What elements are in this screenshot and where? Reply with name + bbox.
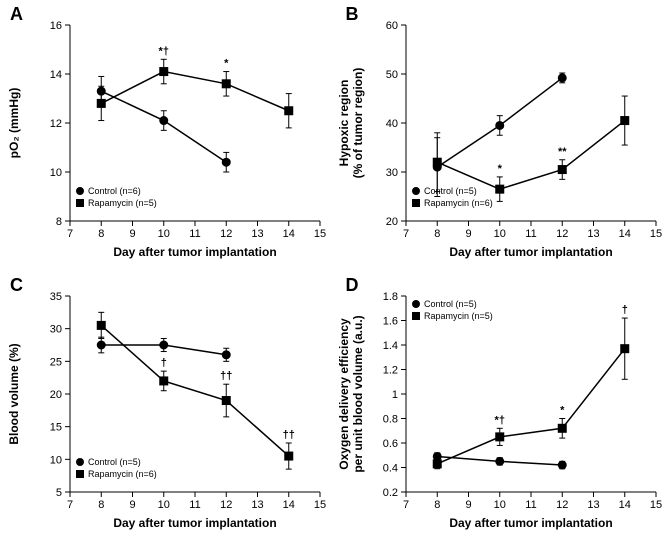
svg-text:*†: *† bbox=[494, 414, 504, 426]
svg-text:10: 10 bbox=[50, 167, 62, 179]
panel-d: D 7891011121314150.20.40.60.811.21.41.61… bbox=[336, 271, 671, 542]
svg-text:Rapamycin (n=5): Rapamycin (n=5) bbox=[88, 198, 157, 208]
svg-text:14: 14 bbox=[283, 499, 295, 511]
svg-text:10: 10 bbox=[493, 499, 505, 511]
svg-text:Control (n=5): Control (n=5) bbox=[424, 299, 477, 309]
svg-text:11: 11 bbox=[525, 499, 536, 511]
svg-text:8: 8 bbox=[56, 216, 62, 228]
svg-text:12: 12 bbox=[220, 499, 232, 511]
chart-grid: A 789101112131415810121416Day after tumo… bbox=[0, 0, 671, 542]
svg-text:1.8: 1.8 bbox=[382, 291, 397, 303]
svg-text:11: 11 bbox=[189, 228, 200, 240]
svg-text:Control (n=5): Control (n=5) bbox=[88, 457, 141, 467]
svg-text:7: 7 bbox=[402, 499, 408, 511]
svg-text:11: 11 bbox=[189, 499, 200, 511]
svg-text:7: 7 bbox=[67, 499, 73, 511]
svg-text:20: 20 bbox=[385, 216, 397, 228]
svg-text:0.8: 0.8 bbox=[382, 414, 397, 426]
svg-text:Rapamycin (n=6): Rapamycin (n=6) bbox=[424, 198, 493, 208]
svg-text:20: 20 bbox=[50, 389, 62, 401]
panel-c: C 7891011121314155101520253035Day after … bbox=[0, 271, 336, 542]
svg-text:Day after tumor implantation: Day after tumor implantation bbox=[449, 516, 612, 530]
svg-text:15: 15 bbox=[649, 499, 661, 511]
svg-text:8: 8 bbox=[434, 499, 440, 511]
svg-text:12: 12 bbox=[556, 228, 568, 240]
svg-text:Day after tumor implantation: Day after tumor implantation bbox=[449, 245, 612, 259]
svg-text:1.2: 1.2 bbox=[382, 365, 397, 377]
svg-text:40: 40 bbox=[385, 118, 397, 130]
svg-text:7: 7 bbox=[67, 228, 73, 240]
svg-text:8: 8 bbox=[98, 228, 104, 240]
svg-text:14: 14 bbox=[618, 499, 630, 511]
svg-text:9: 9 bbox=[129, 228, 135, 240]
svg-text:14: 14 bbox=[50, 69, 62, 81]
svg-text:10: 10 bbox=[493, 228, 505, 240]
svg-text:10: 10 bbox=[158, 228, 170, 240]
svg-text:0.2: 0.2 bbox=[382, 487, 397, 499]
svg-text:0.4: 0.4 bbox=[382, 463, 397, 475]
svg-text:8: 8 bbox=[98, 499, 104, 511]
svg-text:13: 13 bbox=[587, 228, 599, 240]
svg-text:*: * bbox=[497, 163, 502, 175]
svg-text:30: 30 bbox=[50, 324, 62, 336]
svg-text:14: 14 bbox=[283, 228, 295, 240]
svg-text:16: 16 bbox=[50, 20, 62, 32]
svg-text:1.4: 1.4 bbox=[382, 340, 397, 352]
svg-text:7: 7 bbox=[402, 228, 408, 240]
panel-a: A 789101112131415810121416Day after tumo… bbox=[0, 0, 336, 271]
svg-text:11: 11 bbox=[525, 228, 536, 240]
svg-text:Rapamycin (n=6): Rapamycin (n=6) bbox=[88, 469, 157, 479]
svg-text:13: 13 bbox=[587, 499, 599, 511]
svg-text:Blood volume (%): Blood volume (%) bbox=[7, 343, 21, 444]
svg-text:*: * bbox=[224, 58, 229, 70]
svg-text:Rapamycin (n=5): Rapamycin (n=5) bbox=[424, 311, 493, 321]
svg-text:Control (n=6): Control (n=6) bbox=[88, 186, 141, 196]
svg-text:†: † bbox=[621, 304, 627, 316]
svg-text:13: 13 bbox=[251, 228, 263, 240]
svg-text:14: 14 bbox=[618, 228, 630, 240]
svg-text:12: 12 bbox=[220, 228, 232, 240]
svg-text:1: 1 bbox=[391, 389, 397, 401]
panel-b: B 7891011121314152030405060Day after tum… bbox=[336, 0, 671, 271]
svg-text:12: 12 bbox=[50, 118, 62, 130]
svg-text:pO₂ (mmHg): pO₂ (mmHg) bbox=[7, 88, 21, 159]
svg-text:35: 35 bbox=[50, 291, 62, 303]
svg-text:13: 13 bbox=[251, 499, 263, 511]
svg-text:9: 9 bbox=[465, 228, 471, 240]
svg-text:*†: *† bbox=[159, 45, 169, 57]
svg-text:9: 9 bbox=[129, 499, 135, 511]
svg-text:15: 15 bbox=[314, 228, 326, 240]
svg-text:Day after tumor implantation: Day after tumor implantation bbox=[113, 516, 276, 530]
svg-text:15: 15 bbox=[50, 422, 62, 434]
svg-text:0.6: 0.6 bbox=[382, 438, 397, 450]
svg-text:15: 15 bbox=[649, 228, 661, 240]
svg-text:5: 5 bbox=[56, 487, 62, 499]
svg-text:15: 15 bbox=[314, 499, 326, 511]
svg-text:1.6: 1.6 bbox=[382, 316, 397, 328]
svg-text:††: †† bbox=[220, 370, 232, 382]
svg-text:50: 50 bbox=[385, 69, 397, 81]
svg-text:**: ** bbox=[557, 146, 566, 158]
svg-text:Control (n=5): Control (n=5) bbox=[424, 186, 477, 196]
svg-text:Day after tumor implantation: Day after tumor implantation bbox=[113, 245, 276, 259]
svg-text:30: 30 bbox=[385, 167, 397, 179]
svg-text:Oxygen delivery efficiencyper: Oxygen delivery efficiencyper unit blood… bbox=[337, 315, 365, 472]
svg-text:†: † bbox=[161, 357, 167, 369]
svg-text:Hypoxic region(% of tumor regi: Hypoxic region(% of tumor region) bbox=[337, 68, 365, 179]
svg-text:*: * bbox=[560, 405, 565, 417]
svg-text:10: 10 bbox=[50, 454, 62, 466]
svg-text:12: 12 bbox=[556, 499, 568, 511]
svg-text:60: 60 bbox=[385, 20, 397, 32]
svg-text:8: 8 bbox=[434, 228, 440, 240]
svg-text:9: 9 bbox=[465, 499, 471, 511]
svg-text:10: 10 bbox=[158, 499, 170, 511]
svg-text:25: 25 bbox=[50, 356, 62, 368]
svg-text:††: †† bbox=[283, 429, 295, 441]
